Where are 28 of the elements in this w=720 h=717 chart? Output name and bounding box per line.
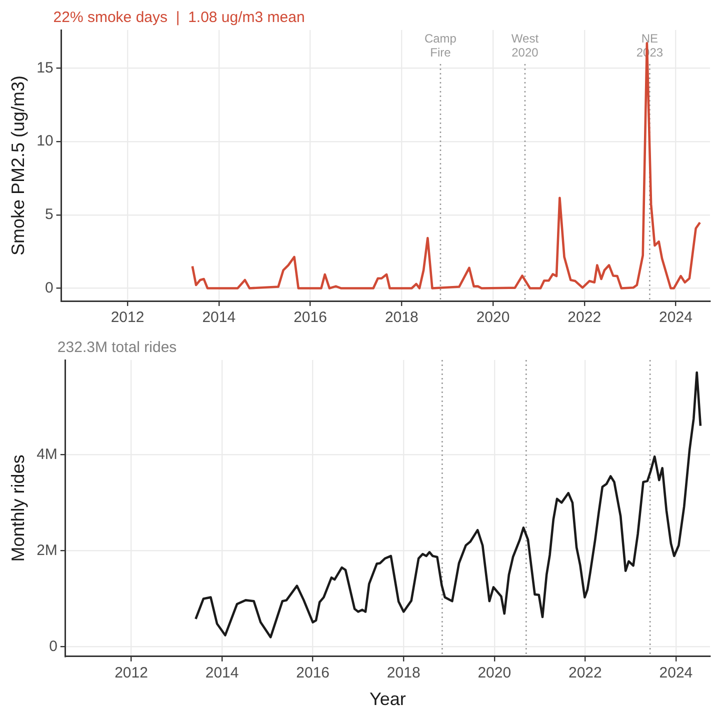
y-tick-label: 0: [49, 638, 58, 655]
chart-title: 22% smoke days | 1.08 ug/m3 mean: [53, 9, 305, 26]
x-tick-label: 2020: [476, 309, 510, 326]
x-tick-label: 2022: [568, 664, 602, 682]
x-tick-label: 2018: [386, 664, 420, 682]
x-tick-label: 2018: [384, 309, 418, 326]
x-tick-label: 2024: [659, 664, 693, 682]
x-tick-label: 2012: [114, 664, 148, 682]
ref-line-label: Camp Fire: [424, 31, 457, 60]
y-tick-label: 4M: [36, 446, 58, 463]
y-tick-label: 10: [36, 132, 54, 150]
y-tick-label: 2M: [36, 542, 58, 559]
y-tick-label: 15: [36, 59, 54, 76]
x-axis-title: Year: [370, 689, 406, 710]
x-tick-label: 2014: [205, 664, 239, 682]
y-tick-label: 5: [44, 206, 54, 224]
x-tick-label: 2022: [568, 309, 602, 326]
x-tick-label: 2012: [110, 309, 144, 326]
x-tick-label: 2024: [659, 309, 692, 326]
chart-subtitle: 232.3M total rides: [57, 339, 177, 356]
y-axis-title: Smoke PM2.5 (ug/m3): [8, 75, 28, 256]
ref-line-label: West 2020: [511, 31, 540, 60]
y-axis-title: Monthly rides: [8, 454, 28, 562]
x-tick-label: 2020: [478, 664, 512, 682]
x-tick-label: 2016: [296, 664, 330, 682]
y-tick-label: 0: [44, 279, 54, 296]
x-tick-label: 2014: [202, 309, 236, 326]
x-tick-label: 2016: [294, 309, 327, 326]
